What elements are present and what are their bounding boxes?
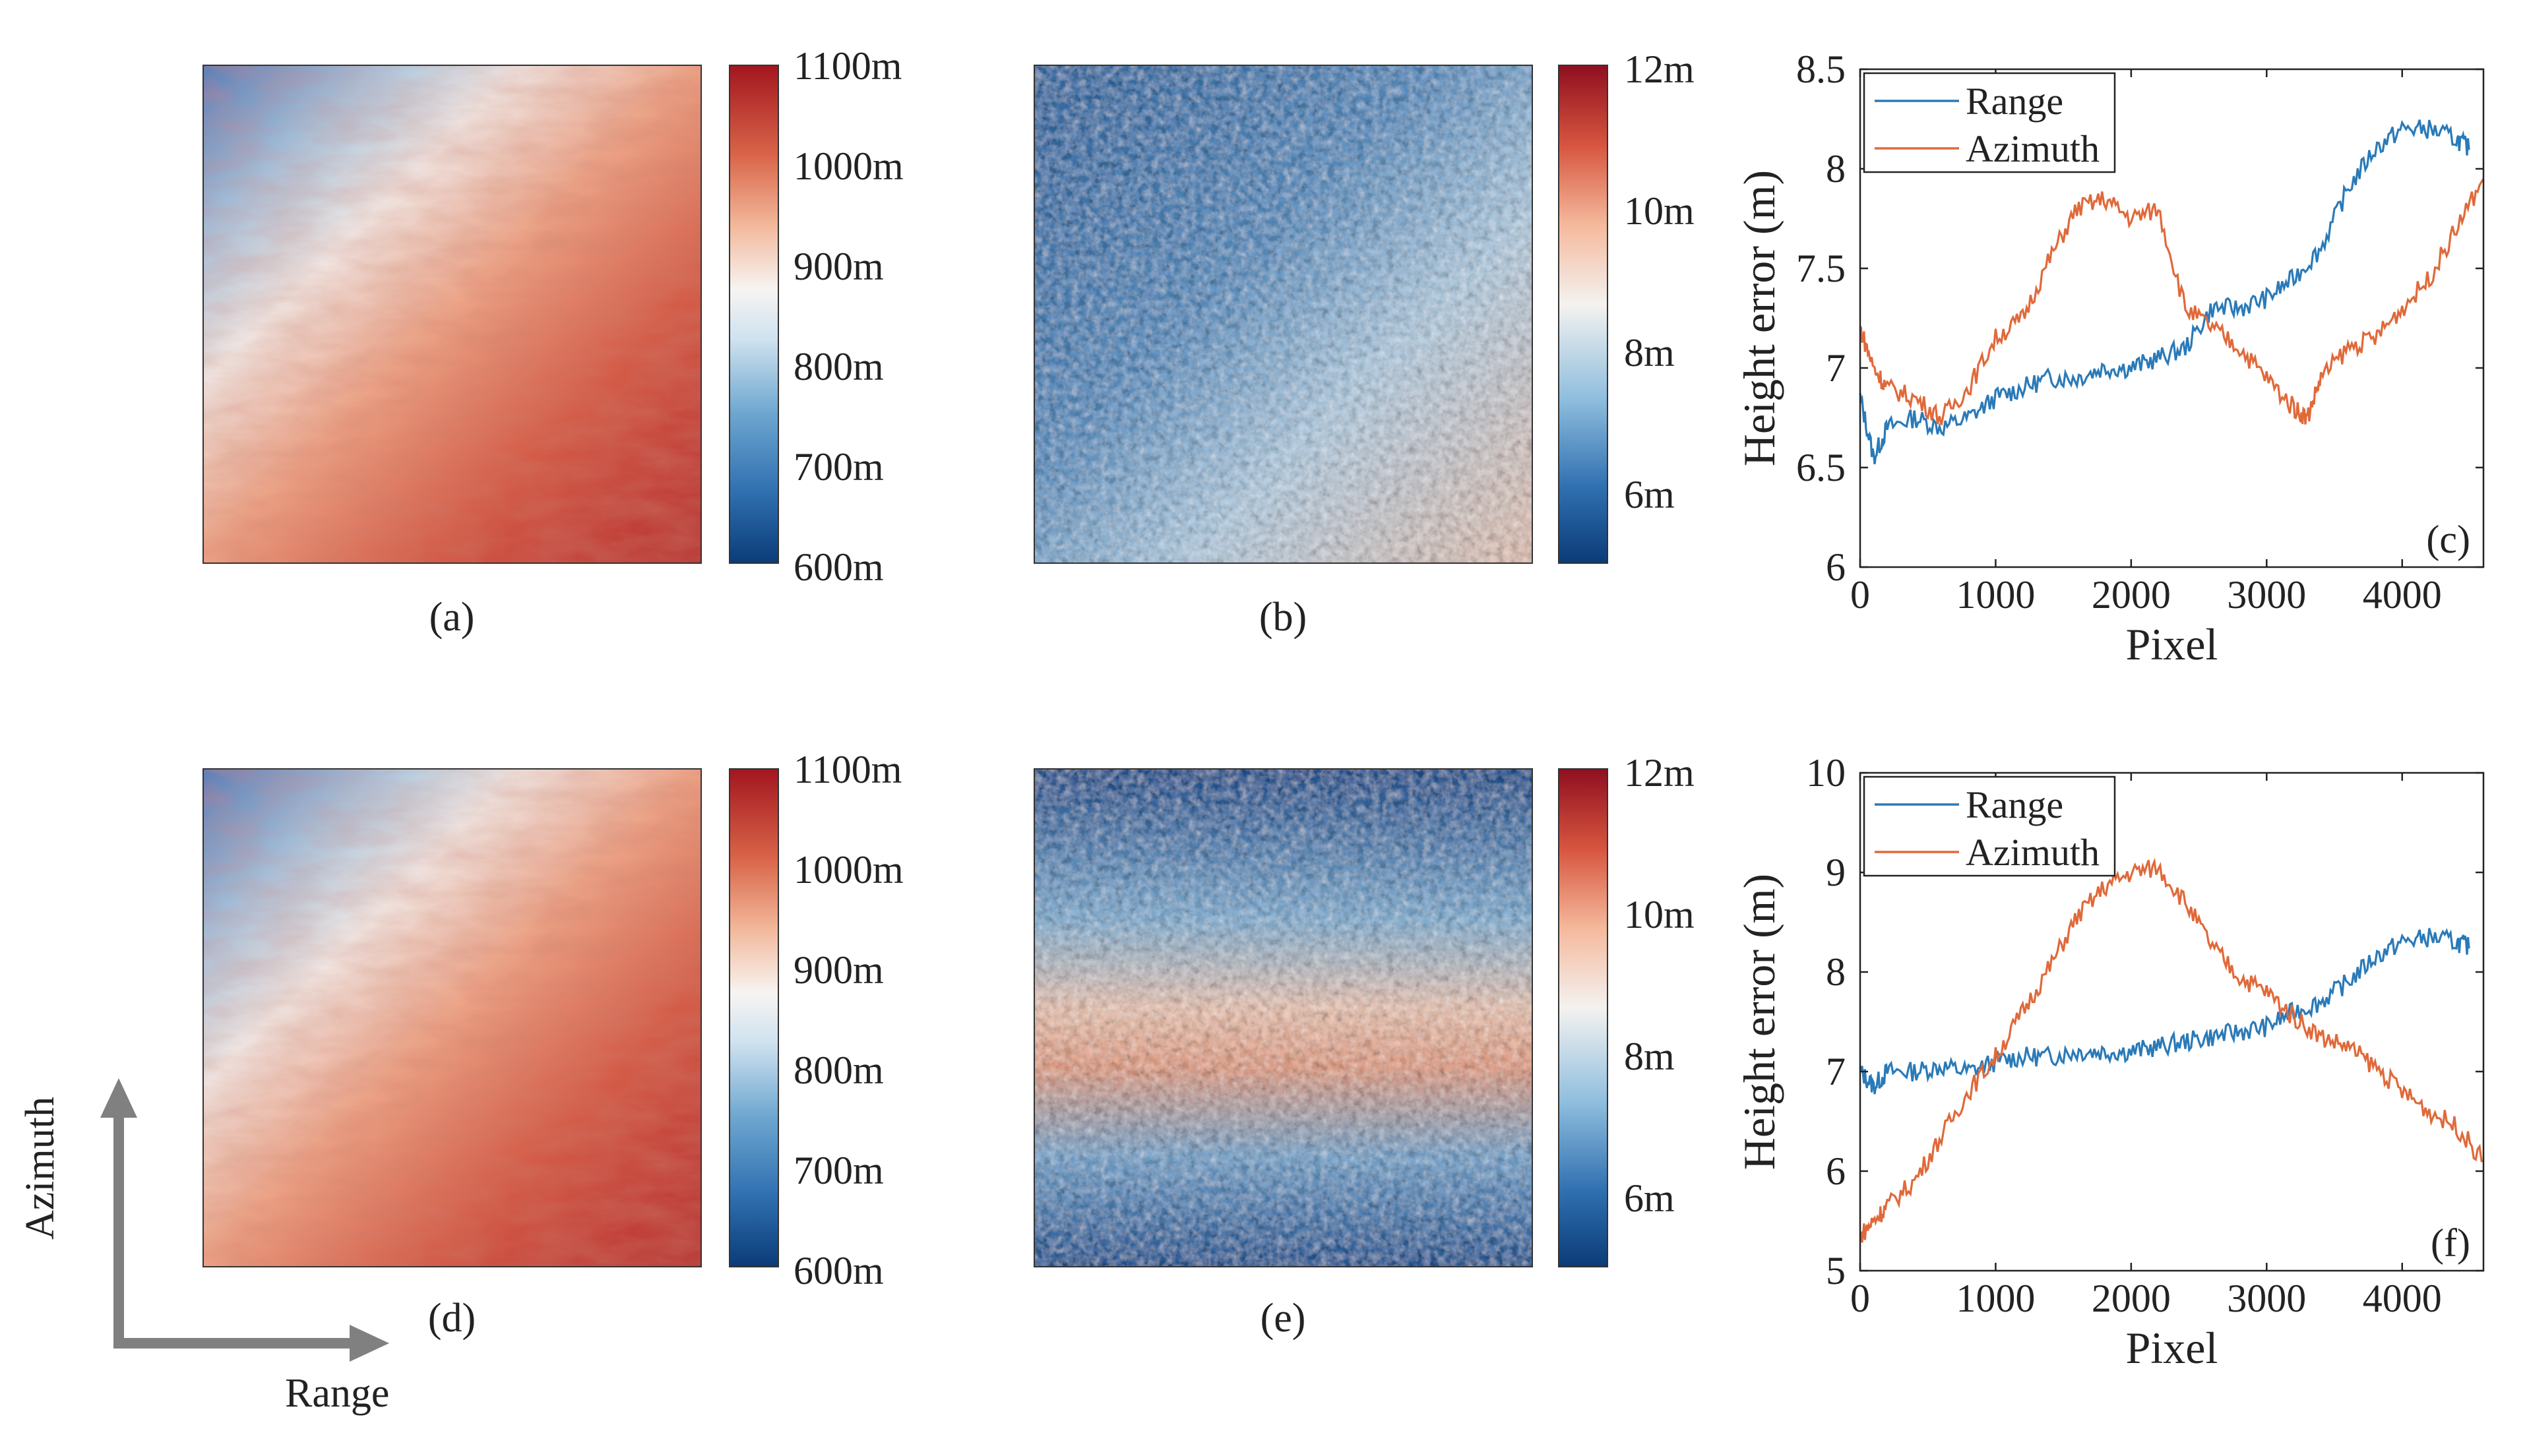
dem-tick-600: 600m — [794, 545, 884, 589]
legend-box — [1863, 775, 2116, 877]
dem-image-d — [203, 768, 702, 1267]
err-tick-10: 10m — [1624, 189, 1695, 233]
series-line-azimuth — [1859, 857, 2484, 1243]
dem-tick-1100-d: 1100m — [794, 748, 902, 791]
dem-tick-600-d: 600m — [794, 1249, 884, 1292]
x-tick-label: 3000 — [2227, 573, 2306, 617]
azimuth-arrow — [100, 1078, 137, 1349]
x-axis-label: Pixel — [2126, 619, 2218, 669]
legend-label-range: Range — [1966, 783, 2063, 826]
y-tick-label: 9 — [1826, 851, 1846, 894]
y-tick-label: 7 — [1826, 346, 1846, 390]
x-tick-label: 0 — [1850, 573, 1870, 617]
caption-a: (a) — [429, 595, 475, 640]
dem-tick-700-d: 700m — [794, 1149, 884, 1192]
dem-tick-1100: 1100m — [794, 44, 902, 88]
y-tick-label: 7 — [1826, 1050, 1846, 1093]
y-tick-label: 6 — [1826, 545, 1846, 589]
dem-tick-1000: 1000m — [794, 144, 904, 188]
dem-tick-800: 800m — [794, 345, 884, 388]
height-error-chart-c: 0 1000 2000 3000 4000 6 6.5 7 7.5 8 8.5 Pixel Height… — [1734, 47, 2485, 669]
plot-frame — [1859, 772, 2485, 1272]
y-tick-label: 5 — [1826, 1249, 1846, 1292]
legend: Range Azimuth — [1863, 775, 2116, 877]
x-tick-label: 2000 — [2092, 1277, 2171, 1320]
err-tick-12: 12m — [1624, 47, 1695, 91]
y-tick-label: 6 — [1826, 1149, 1846, 1193]
dem-tick-800-d: 800m — [794, 1048, 884, 1092]
panel-caption: (c) — [2426, 518, 2470, 561]
azimuth-label: Azimuth — [18, 1097, 63, 1240]
plot-frame — [1859, 68, 2485, 568]
caption-d: (d) — [427, 1296, 476, 1341]
dem-tick-700: 700m — [794, 445, 884, 489]
x-tick-label: 2000 — [2092, 573, 2171, 617]
legend-label-azimuth: Azimuth — [1966, 831, 2100, 874]
y-axis-label: Height error (m) — [1734, 874, 1784, 1170]
error-image-e — [1034, 768, 1533, 1267]
y-tick-label: 6.5 — [1796, 446, 1846, 489]
dem-tick-900-d: 900m — [794, 948, 884, 992]
error-colorbar-b — [1558, 65, 1608, 564]
x-tick-label: 3000 — [2227, 1277, 2306, 1320]
x-tick-label: 4000 — [2363, 1277, 2442, 1320]
range-label: Range — [285, 1371, 390, 1416]
y-tick-label: 8.5 — [1796, 47, 1846, 91]
x-tick-label: 4000 — [2363, 573, 2442, 617]
caption-e: (e) — [1260, 1296, 1306, 1341]
y-tick-label: 7.5 — [1796, 247, 1846, 290]
dem-tick-1000-d: 1000m — [794, 848, 904, 892]
dem-tick-900: 900m — [794, 245, 884, 288]
legend-label-range: Range — [1966, 80, 2063, 123]
y-tick-label: 8 — [1826, 950, 1846, 994]
x-axis-label: Pixel — [2126, 1323, 2218, 1373]
y-axis-label: Height error (m) — [1734, 170, 1784, 466]
err-tick-8-e: 8m — [1624, 1035, 1675, 1078]
y-tick-label: 8 — [1826, 147, 1846, 191]
series-line-range — [1859, 119, 2470, 465]
direction-arrows — [100, 1078, 389, 1362]
x-tick-label: 1000 — [1956, 573, 2035, 617]
err-tick-6: 6m — [1624, 473, 1675, 516]
panel-caption: (f) — [2431, 1221, 2470, 1265]
err-tick-10-e: 10m — [1624, 893, 1695, 936]
dem-colorbar-d — [729, 768, 779, 1267]
dem-image-a — [203, 65, 702, 564]
dem-colorbar-a — [729, 65, 779, 564]
err-tick-6-e: 6m — [1624, 1176, 1675, 1220]
range-arrow — [113, 1325, 389, 1362]
x-tick-label: 0 — [1850, 1277, 1870, 1320]
series-line-range — [1859, 928, 2470, 1095]
err-tick-8: 8m — [1624, 331, 1675, 375]
series-line-azimuth — [1859, 178, 2485, 425]
legend-box — [1863, 72, 2116, 173]
y-tick-label: 10 — [1806, 751, 1846, 795]
error-image-b — [1034, 65, 1533, 564]
caption-b: (b) — [1259, 595, 1307, 640]
height-error-chart-f: 0 1000 2000 3000 4000 5 6 7 8 9 10 Pixel Height erro… — [1734, 751, 2485, 1373]
legend-label-azimuth: Azimuth — [1966, 127, 2100, 170]
error-colorbar-e — [1558, 768, 1608, 1267]
err-tick-12-e: 12m — [1624, 751, 1695, 795]
x-tick-label: 1000 — [1956, 1277, 2035, 1320]
